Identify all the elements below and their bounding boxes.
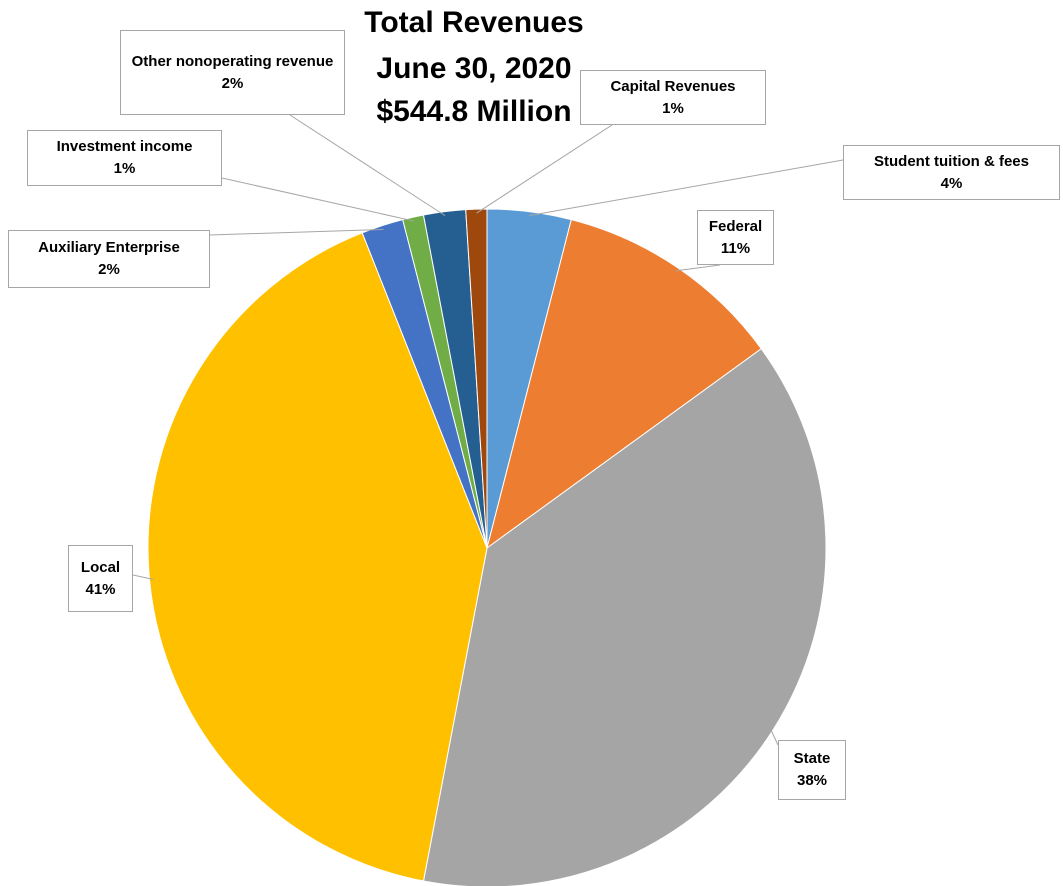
category-label: State [793,750,831,768]
pie-slice [147,232,488,882]
category-label: Investment income [56,138,193,156]
value-label: 1% [662,99,684,117]
data-label: Other nonoperating revenue 2% [120,30,345,115]
data-label: Auxiliary Enterprise 2% [8,230,210,288]
category-label: Federal [708,217,763,235]
category-label: Auxiliary Enterprise [38,239,180,257]
value-label: 11% [720,239,751,257]
chart-title: Total Revenues [364,6,584,39]
leader-line [769,727,779,746]
leader-line [209,228,384,236]
value-label: 2% [98,261,120,278]
leader-line [289,114,446,217]
leader-line [221,177,415,222]
data-label: Federal 11% [697,210,774,265]
value-label: 2% [221,74,244,92]
category-label: Student tuition & fees [874,152,1029,170]
data-label: Investment income 1% [27,130,222,186]
pie-slice [465,208,488,549]
value-label: 38% [796,772,828,789]
value-label: 4% [940,174,963,192]
data-label: Local 41% [68,545,133,612]
data-label: State 38% [778,740,846,800]
data-label: Capital Revenues 1% [580,70,766,125]
pie-slice [486,219,762,550]
leader-line [476,124,613,214]
category-label: Local [80,558,121,576]
leader-line [132,574,154,581]
leader-line [528,159,844,217]
leader-line [675,264,721,272]
data-label: Student tuition & fees 4% [843,145,1060,200]
chart-title: $544.8 Million [376,95,571,128]
value-label: 41% [85,580,116,598]
category-label: Other nonoperating revenue [131,52,334,70]
pie-slice [422,348,827,886]
value-label: 1% [113,160,136,177]
chart-title: June 30, 2020 [376,52,571,85]
category-label: Capital Revenues [610,77,736,95]
